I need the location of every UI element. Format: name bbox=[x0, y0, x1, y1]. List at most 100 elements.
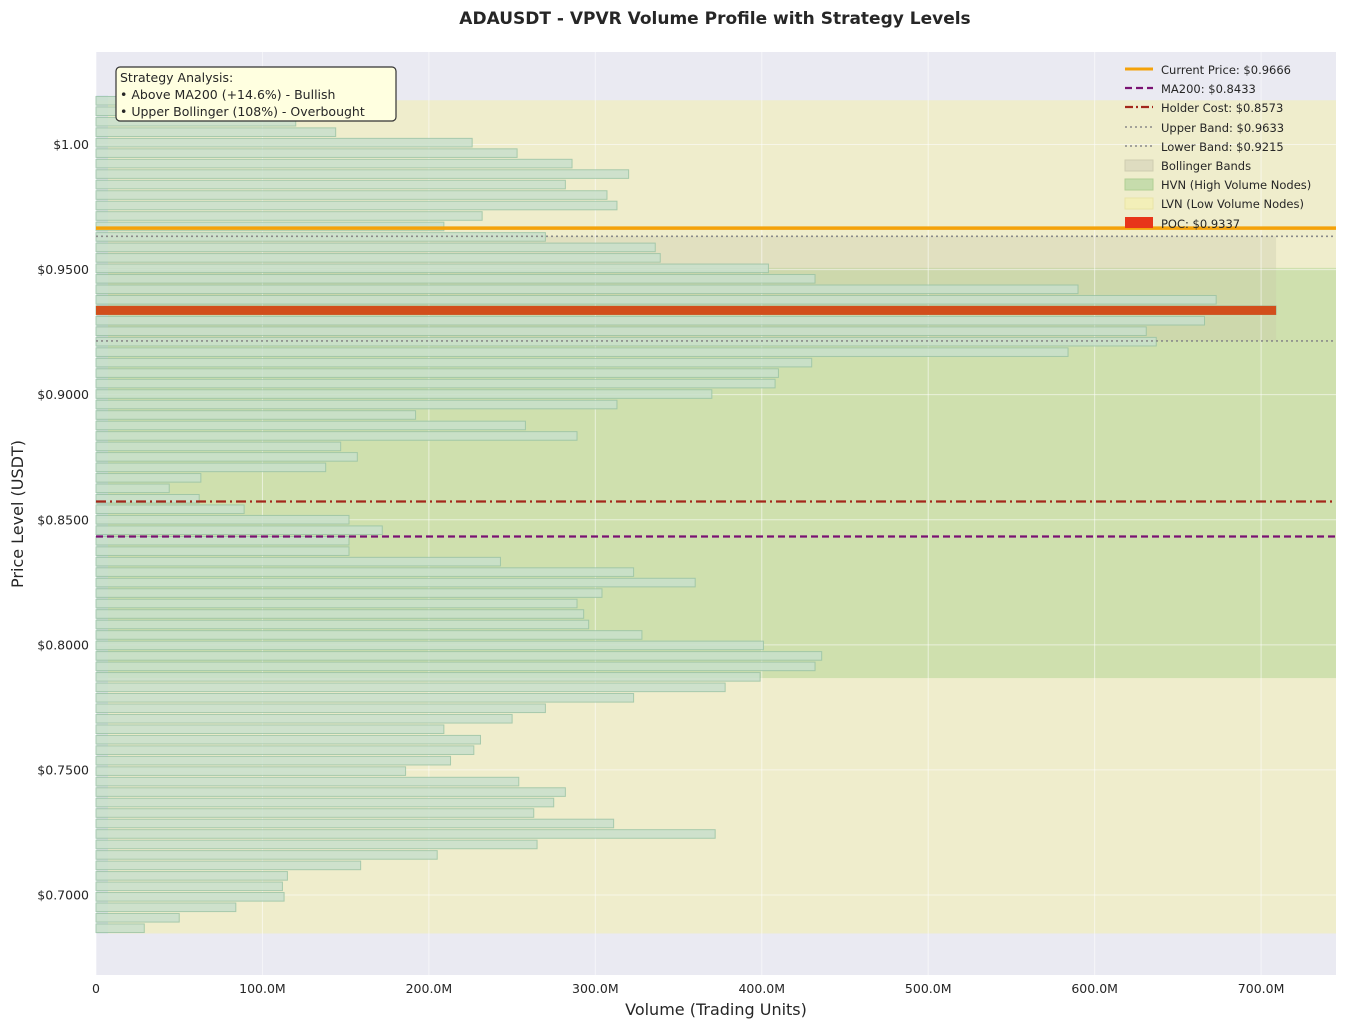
volume-bar-41 bbox=[95, 493, 200, 504]
volume-bar-14 bbox=[95, 776, 520, 787]
volume-bar-26 bbox=[95, 651, 823, 661]
volume-bar-12 bbox=[95, 797, 555, 808]
volume-bar-33 bbox=[95, 577, 696, 588]
x-tick-label-5: 500.0M bbox=[905, 981, 952, 996]
y-tick-label-2: $0.8000 bbox=[37, 637, 89, 652]
volume-bar-25 bbox=[95, 661, 816, 672]
volume-bar-18 bbox=[95, 734, 481, 745]
legend-label-ma200: MA200: $0.8433 bbox=[1161, 82, 1256, 96]
volume-bar-73 bbox=[95, 158, 573, 169]
volume-bars bbox=[95, 95, 1277, 934]
legend-label-hvn: HVN (High Volume Nodes) bbox=[1161, 178, 1311, 192]
x-tick-label-4: 400.0M bbox=[738, 981, 785, 996]
poc-bar bbox=[96, 305, 1277, 315]
volume-bar-63 bbox=[95, 263, 769, 274]
volume-bar-15 bbox=[95, 766, 407, 776]
y-tick-label-6: $1.00 bbox=[53, 137, 89, 152]
volume-bar-60 bbox=[95, 294, 1217, 305]
volume-bar-31 bbox=[95, 598, 578, 609]
volume-bar-49 bbox=[95, 410, 417, 420]
volume-bar-7 bbox=[95, 850, 438, 860]
volume-bar-22 bbox=[95, 693, 635, 703]
volume-bar-8 bbox=[95, 839, 538, 850]
volume-bar-62 bbox=[95, 274, 816, 284]
y-axis-label: Price Level (USDT) bbox=[8, 440, 27, 588]
x-tick-label-1: 100.0M bbox=[239, 981, 286, 996]
volume-bar-4 bbox=[95, 881, 283, 892]
volume-bar-53 bbox=[95, 368, 779, 378]
volume-bar-21 bbox=[95, 703, 546, 714]
volume-bar-45 bbox=[95, 452, 358, 462]
y-tick-label-0: $0.7000 bbox=[37, 887, 89, 902]
annotation-box: Strategy Analysis: • Above MA200 (+14.6%… bbox=[115, 66, 397, 122]
volume-bar-1 bbox=[95, 912, 180, 923]
volume-bar-24 bbox=[95, 672, 761, 682]
volume-bar-36 bbox=[95, 546, 350, 556]
volume-bar-75 bbox=[95, 137, 473, 148]
volume-bar-58 bbox=[95, 315, 1206, 326]
volume-bar-37 bbox=[95, 535, 350, 546]
x-axis: 0 100.0M 200.0M 300.0M 400.0M 500.0M 600.0M 700… bbox=[92, 981, 1284, 996]
volume-bar-76 bbox=[95, 127, 337, 137]
volume-bar-39 bbox=[95, 514, 350, 525]
volume-bar-35 bbox=[95, 556, 501, 567]
volume-bar-65 bbox=[95, 242, 656, 253]
volume-bar-68 bbox=[95, 211, 483, 221]
volume-bar-28 bbox=[95, 630, 643, 640]
x-tick-label-2: 200.0M bbox=[406, 981, 453, 996]
y-tick-label-3: $0.8500 bbox=[37, 512, 89, 527]
volume-bar-19 bbox=[95, 724, 445, 735]
legend-swatch-poc bbox=[1125, 217, 1153, 228]
volume-bar-71 bbox=[95, 179, 566, 190]
volume-bar-3 bbox=[95, 892, 285, 902]
level-lines bbox=[96, 226, 1336, 538]
volume-bar-42 bbox=[95, 483, 170, 494]
volume-bar-57 bbox=[95, 326, 1147, 336]
volume-bar-20 bbox=[95, 713, 513, 724]
volume-bar-74 bbox=[95, 148, 518, 158]
volume-bar-9 bbox=[95, 829, 716, 839]
x-tick-label-6: 600.0M bbox=[1071, 981, 1118, 996]
volume-bar-17 bbox=[95, 745, 475, 755]
annotation-line-2: • Above MA200 (+14.6%) - Bullish bbox=[120, 87, 335, 102]
x-axis-label: Volume (Trading Units) bbox=[625, 1000, 807, 1019]
volume-bar-70 bbox=[95, 190, 608, 200]
x-tick-label-7: 700.0M bbox=[1238, 981, 1285, 996]
legend-label-upper-band: Upper Band: $0.9633 bbox=[1161, 121, 1284, 135]
y-tick-label-1: $0.7500 bbox=[37, 762, 89, 777]
y-tick-label-4: $0.9000 bbox=[37, 387, 89, 402]
legend-label-bollinger: Bollinger Bands bbox=[1161, 159, 1251, 173]
volume-bar-38 bbox=[95, 525, 383, 536]
range-strip bbox=[96, 95, 108, 934]
annotation-line-3: • Upper Bollinger (108%) - Overbought bbox=[120, 104, 365, 119]
volume-bar-6 bbox=[95, 860, 362, 871]
volume-bar-69 bbox=[95, 200, 618, 211]
volume-bar-72 bbox=[95, 169, 630, 179]
legend-label-lower-band: Lower Band: $0.9215 bbox=[1161, 140, 1284, 154]
legend-swatch-lvn bbox=[1124, 197, 1154, 210]
legend: Current Price: $0.9666 MA200: $0.8433 Ho… bbox=[1124, 63, 1311, 231]
volume-bar-51 bbox=[95, 389, 713, 399]
volume-bar-44 bbox=[95, 462, 327, 473]
legend-label-holder-cost: Holder Cost: $0.8573 bbox=[1161, 101, 1283, 115]
chart-title: ADAUSDT - VPVR Volume Profile with Strat… bbox=[459, 9, 970, 29]
volume-bar-16 bbox=[95, 755, 452, 766]
volume-bar-5 bbox=[95, 871, 288, 881]
volume-bar-50 bbox=[95, 399, 618, 410]
legend-label-current-price: Current Price: $0.9666 bbox=[1161, 63, 1291, 77]
volume-bar-40 bbox=[95, 504, 245, 515]
x-tick-label-3: 300.0M bbox=[572, 981, 619, 996]
legend-swatch-bollinger bbox=[1124, 159, 1154, 172]
volume-bar-27 bbox=[95, 640, 764, 651]
volume-bar-2 bbox=[95, 902, 237, 913]
volume-bar-23 bbox=[95, 682, 726, 693]
legend-swatch-hvn bbox=[1124, 178, 1154, 191]
y-tick-label-5: $0.9500 bbox=[37, 262, 89, 277]
volume-bar-48 bbox=[95, 420, 526, 431]
volume-bar-34 bbox=[95, 567, 635, 577]
volume-bar-10 bbox=[95, 818, 615, 829]
volume-bar-29 bbox=[95, 619, 590, 630]
volume-bar-47 bbox=[95, 431, 578, 441]
legend-label-poc: POC: $0.9337 bbox=[1161, 217, 1240, 231]
